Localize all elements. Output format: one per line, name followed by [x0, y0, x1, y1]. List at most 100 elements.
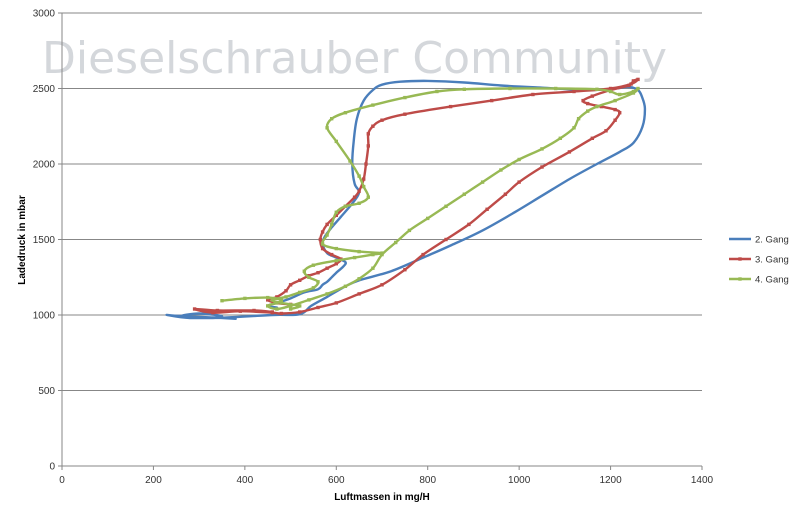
series-3-point: [220, 299, 224, 303]
series-2-point: [318, 237, 322, 242]
x-tick-label: 200: [145, 475, 162, 486]
series-2-point: [380, 283, 384, 287]
series-3-point: [288, 304, 293, 308]
series-3-point: [275, 301, 279, 305]
series-3-point: [334, 246, 338, 251]
series-3-point: [371, 252, 375, 257]
series-2-point: [275, 295, 279, 299]
legend-series-2: 3. Gang: [729, 255, 789, 266]
series-3-point: [362, 184, 366, 189]
watermark-text: Dieselschrauber Community: [42, 33, 667, 84]
series-2-point: [613, 118, 617, 122]
legend-series-1: 2. Gang: [729, 235, 789, 246]
series-3-point: [371, 266, 375, 270]
series-2-point: [371, 124, 375, 128]
series-3-point: [284, 295, 288, 299]
series-3-point: [618, 92, 622, 97]
series-2-point: [403, 268, 407, 272]
series-2-point: [334, 262, 338, 266]
series-3-point: [586, 109, 590, 113]
series-2-point: [627, 83, 631, 88]
series-3-point: [325, 233, 329, 237]
series-3-point: [298, 290, 302, 295]
series-3-point: [357, 201, 361, 205]
series-2-point: [590, 136, 594, 140]
series-3-point: [288, 307, 293, 311]
series-2-point: [320, 246, 325, 251]
series-3-point: [279, 301, 284, 305]
series-2-point: [613, 107, 617, 112]
series-2-point: [444, 237, 448, 242]
series-2-point: [192, 307, 197, 311]
series-2-point: [252, 308, 256, 313]
series-3-point: [307, 275, 311, 279]
legend-series-2-label: 3. Gang: [755, 255, 789, 266]
x-tick-label: 800: [419, 475, 436, 486]
series-3-point: [554, 86, 558, 91]
series-2-line: [193, 78, 640, 315]
x-tick-label: 600: [328, 475, 345, 486]
series-3: [220, 86, 640, 311]
series-3-point: [279, 298, 284, 302]
legend-series-2-marker: [738, 257, 742, 261]
series-2-point: [352, 195, 357, 199]
series-3-point: [636, 86, 640, 91]
series-3-point: [343, 111, 348, 115]
series-2-point: [316, 271, 320, 275]
series-3-point: [302, 269, 306, 273]
series-3-point: [366, 195, 370, 199]
series-3-point: [508, 86, 512, 91]
series-3-point: [334, 139, 338, 144]
series-1: [165, 79, 647, 320]
series-2-point: [279, 311, 284, 316]
y-axis-title: Ladedruck in mbar: [17, 195, 28, 285]
series-2-point: [362, 177, 366, 181]
series-2-point: [364, 162, 368, 166]
series-3-point: [325, 126, 329, 130]
series-3-point: [499, 168, 503, 172]
series-2-point: [211, 311, 215, 315]
series-3-point: [343, 284, 348, 288]
series-3-point: [270, 298, 274, 302]
series-2-point: [636, 77, 640, 82]
series-3-point: [613, 98, 617, 103]
series-3-point: [343, 204, 348, 208]
series-3-point: [558, 136, 562, 140]
series-3-point: [275, 307, 279, 311]
x-tick-label: 1000: [508, 475, 531, 486]
series-2-point: [334, 301, 338, 305]
series-2-point: [485, 207, 489, 211]
series-3-point: [631, 89, 636, 94]
series-3-point: [595, 87, 599, 91]
series-2-point: [215, 308, 220, 313]
series-3-point: [426, 216, 430, 221]
series-2-point: [631, 79, 636, 83]
series-2-point: [334, 213, 338, 217]
series-2-point: [618, 111, 622, 115]
series-2-point: [238, 309, 242, 313]
y-tick-label: 1000: [33, 311, 56, 322]
series-2-point: [266, 298, 270, 302]
series-2-point: [567, 150, 572, 154]
series-2-point: [325, 266, 329, 270]
series-2-point: [325, 222, 329, 227]
legend-series-3-marker: [738, 277, 742, 281]
series-3-point: [307, 298, 311, 302]
series-2-point: [604, 129, 608, 133]
series-3-point: [357, 249, 361, 254]
series-2-point: [540, 165, 544, 169]
series-3-point: [311, 286, 316, 290]
series-2-point: [590, 94, 594, 98]
y-tick-label: 3000: [33, 9, 56, 20]
series-2-point: [608, 86, 613, 91]
series-2-point: [403, 112, 407, 116]
y-tick-label: 1500: [33, 235, 56, 246]
series-3-point: [435, 89, 439, 94]
series-3-point: [352, 255, 357, 260]
series-2-point: [581, 98, 585, 103]
legend-series-1-label: 2. Gang: [755, 235, 789, 246]
series-3-point: [462, 87, 466, 91]
series-2-point: [448, 104, 453, 109]
series-3-point: [320, 242, 325, 246]
series-3-point: [572, 126, 576, 130]
